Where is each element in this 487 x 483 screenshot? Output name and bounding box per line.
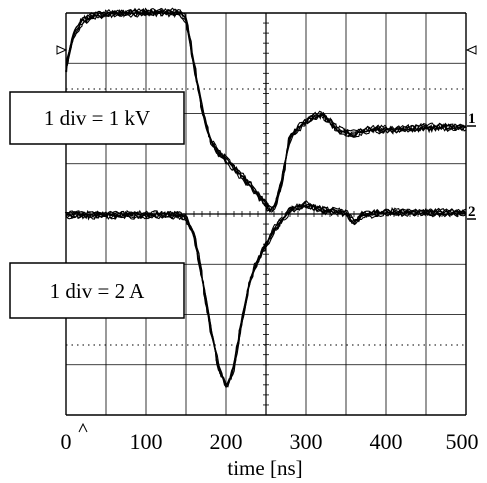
channel-2-marker: 2 [468, 204, 476, 220]
x-tick-label: 300 [290, 429, 323, 454]
voltage-scale-label: 1 div = 1 kV [44, 106, 150, 130]
x-axis-label: time [ns] [227, 456, 302, 480]
x-tick-label: 0 [61, 429, 72, 454]
series-1-line [66, 11, 466, 213]
voltage-scale-box [9, 91, 185, 145]
current-scale-box [9, 262, 185, 319]
series-2-trace [64, 200, 467, 389]
x-tick-labels: 0 100 200 300 400 500 [61, 429, 479, 454]
right-level-marker [465, 45, 477, 55]
series-2-line [65, 205, 467, 388]
x-tick-label: 500 [446, 429, 479, 454]
x-tick-label: 400 [370, 429, 403, 454]
x-tick-label: 100 [130, 429, 163, 454]
traces [64, 7, 467, 389]
left-level-marker [56, 45, 68, 55]
x-tick-label: 200 [210, 429, 243, 454]
current-scale-label: 1 div = 2 A [50, 279, 146, 303]
channel-1-marker: 1 [468, 111, 476, 127]
series-1-trace [64, 7, 467, 213]
trigger-arrow-icon [78, 422, 88, 433]
